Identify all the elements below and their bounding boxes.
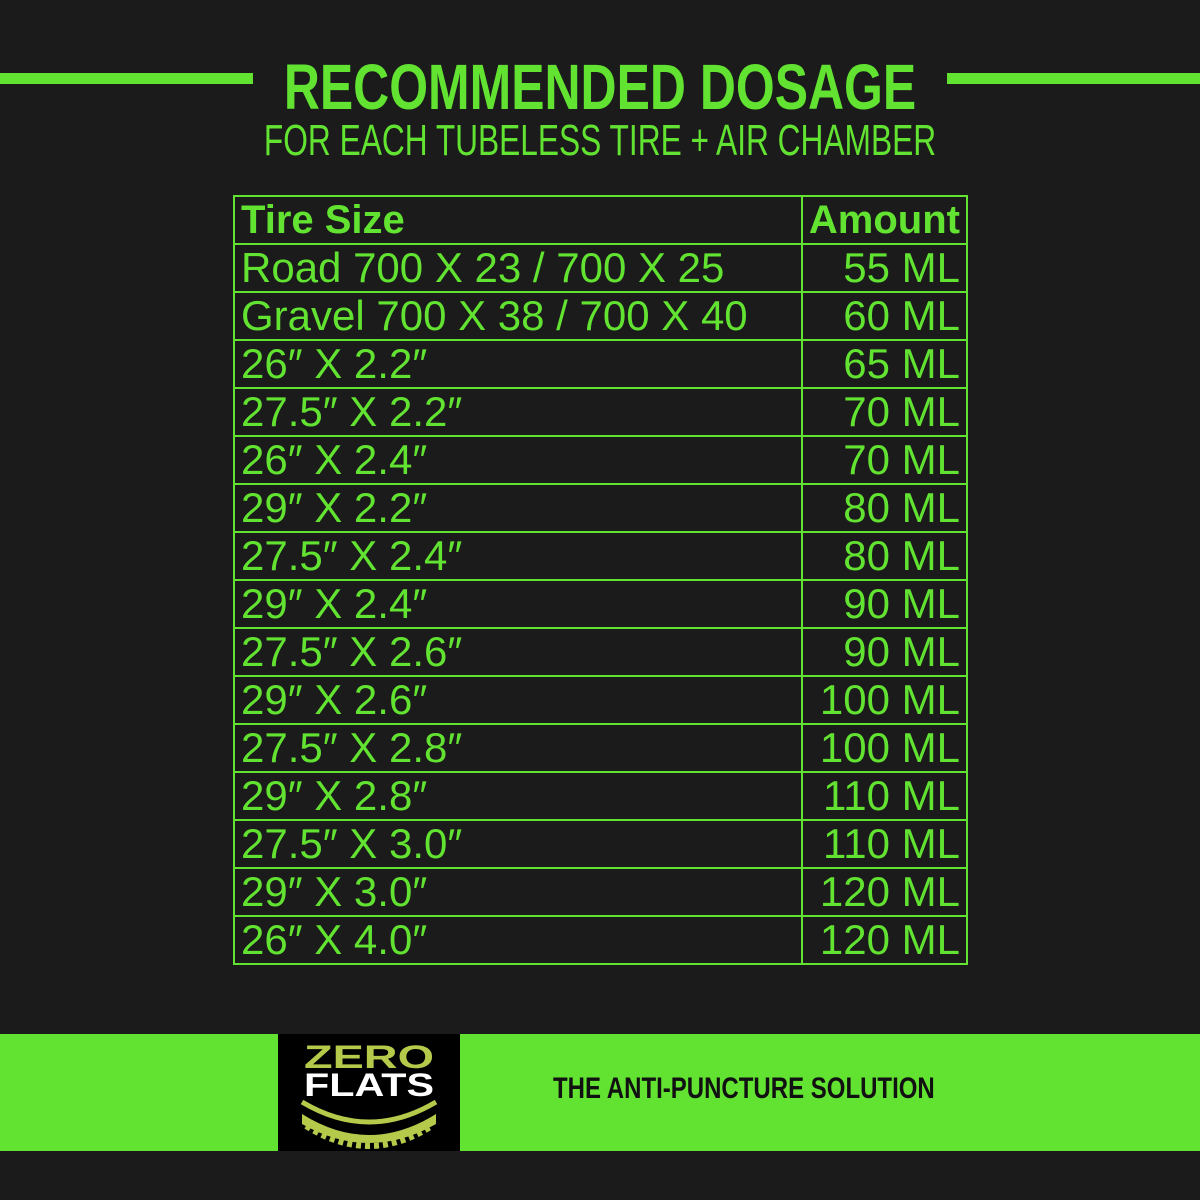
column-header-tire-size: Tire Size [233, 195, 803, 245]
amount-cell: 70 ML [800, 387, 969, 437]
amount-cell: 65 ML [800, 339, 969, 389]
tire-size-cell: 26″ X 2.4″ [233, 435, 803, 485]
page-subtitle: FOR EACH TUBELESS TIRE + AIR CHAMBER [263, 116, 937, 165]
table-row: 29″ X 3.0″ 120 ML [233, 867, 969, 917]
svg-text:ZERO: ZERO [304, 1039, 434, 1075]
table-row: 26″ X 4.0″ 120 ML [233, 915, 969, 965]
dosage-table: Tire Size Amount Road 700 X 23 / 700 X 2… [233, 195, 969, 965]
table-row: Road 700 X 23 / 700 X 25 55 ML [233, 243, 969, 293]
table-row: 26″ X 2.4″ 70 ML [233, 435, 969, 485]
table-header-row: Tire Size Amount [233, 195, 969, 245]
amount-cell: 55 ML [800, 243, 969, 293]
table-row: Gravel 700 X 38 / 700 X 40 60 ML [233, 291, 969, 341]
amount-cell: 60 ML [800, 291, 969, 341]
amount-cell: 70 ML [800, 435, 969, 485]
table-row: 27.5″ X 2.2″ 70 ML [233, 387, 969, 437]
table-row: 27.5″ X 2.8″ 100 ML [233, 723, 969, 773]
amount-cell: 90 ML [800, 579, 969, 629]
tire-size-cell: 26″ X 2.2″ [233, 339, 803, 389]
tagline: THE ANTI-PUNCTURE SOLUTION [553, 1072, 935, 1105]
tire-size-cell: 27.5″ X 2.6″ [233, 627, 803, 677]
amount-cell: 80 ML [800, 531, 969, 581]
amount-cell: 120 ML [800, 867, 969, 917]
tire-size-cell: 29″ X 2.2″ [233, 483, 803, 533]
amount-cell: 110 ML [800, 819, 969, 869]
svg-text:FLATS: FLATS [304, 1067, 434, 1103]
tire-size-cell: 27.5″ X 3.0″ [233, 819, 803, 869]
tire-size-cell: 27.5″ X 2.8″ [233, 723, 803, 773]
amount-cell: 100 ML [800, 723, 969, 773]
tire-size-cell: 29″ X 2.4″ [233, 579, 803, 629]
amount-cell: 120 ML [800, 915, 969, 965]
table-row: 27.5″ X 3.0″ 110 ML [233, 819, 969, 869]
footer-band [0, 1034, 1200, 1151]
amount-cell: 90 ML [800, 627, 969, 677]
tire-size-cell: 27.5″ X 2.4″ [233, 531, 803, 581]
page-title: RECOMMENDED DOSAGE [283, 51, 917, 123]
table-row: 29″ X 2.6″ 100 ML [233, 675, 969, 725]
column-header-amount: Amount [800, 195, 969, 245]
amount-cell: 110 ML [800, 771, 969, 821]
zero-flats-logo: ZERO FLATS [278, 1034, 460, 1151]
table-row: 26″ X 2.2″ 65 ML [233, 339, 969, 389]
tire-size-cell: 29″ X 2.6″ [233, 675, 803, 725]
tire-size-cell: 29″ X 2.8″ [233, 771, 803, 821]
amount-cell: 100 ML [800, 675, 969, 725]
tire-size-cell: Road 700 X 23 / 700 X 25 [233, 243, 803, 293]
amount-cell: 80 ML [800, 483, 969, 533]
header-rule-left [0, 73, 253, 84]
tire-size-cell: Gravel 700 X 38 / 700 X 40 [233, 291, 803, 341]
table-row: 27.5″ X 2.6″ 90 ML [233, 627, 969, 677]
table-row: 29″ X 2.8″ 110 ML [233, 771, 969, 821]
header-rule-right [947, 73, 1200, 84]
tire-size-cell: 27.5″ X 2.2″ [233, 387, 803, 437]
tire-size-cell: 26″ X 4.0″ [233, 915, 803, 965]
table-row: 27.5″ X 2.4″ 80 ML [233, 531, 969, 581]
table-row: 29″ X 2.4″ 90 ML [233, 579, 969, 629]
table-row: 29″ X 2.2″ 80 ML [233, 483, 969, 533]
tire-size-cell: 29″ X 3.0″ [233, 867, 803, 917]
